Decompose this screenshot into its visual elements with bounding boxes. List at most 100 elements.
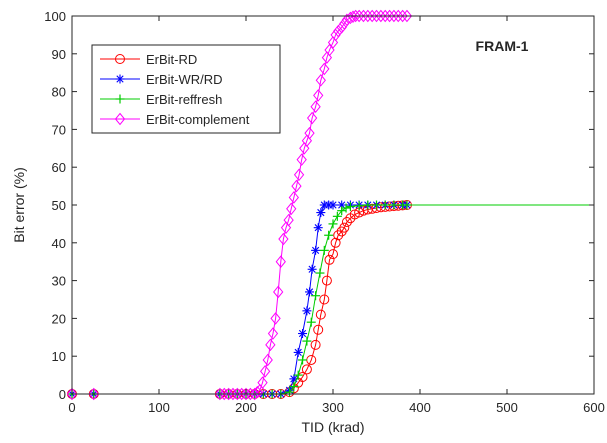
data-point [333,24,344,38]
x-tick-label: 0 [68,400,75,415]
data-point [286,202,297,216]
data-point [328,249,338,260]
data-point [328,200,338,210]
data-point [259,365,271,378]
x-tick-label: 500 [496,400,518,415]
data-point [315,73,326,87]
tick-layer: 0 100 200 300 400 500 600 0 10 20 30 40 50 60 70 80 90 10… [44,9,605,415]
x-axis-label: TID (krad) [302,419,365,435]
data-point [227,387,239,401]
legend-item: ErBit-reffresh [100,92,222,107]
data-point [293,168,305,182]
data-point [321,275,332,286]
data-point [291,179,302,193]
data-point [214,387,226,401]
y-tick-label: 30 [52,274,66,289]
data-point [324,254,335,265]
data-point [265,338,276,352]
data-point [289,381,299,391]
data-point [249,387,260,401]
data-point [262,353,273,367]
data-point [288,191,299,204]
data-point [313,89,324,102]
data-point [401,9,413,23]
data-point [305,287,315,297]
data-point [339,17,350,30]
data-point [293,370,303,380]
data-point [372,200,381,210]
data-point [324,230,334,240]
data-point [283,213,294,227]
data-point [236,387,247,401]
data-point [257,376,268,389]
legend-label: ErBit-RD [146,52,197,67]
legend-marker [115,74,125,84]
data-point [350,9,361,23]
data-point [275,255,286,268]
data-point [88,387,99,401]
x-tick-label: 300 [322,400,344,415]
data-point [285,387,294,397]
data-point [349,209,360,220]
data-point [306,317,316,327]
series-layer [66,9,594,401]
legend-label: ErBit-WR/RD [146,72,223,87]
data-point [278,232,289,246]
data-point [324,43,335,57]
data-point [315,309,326,320]
data-point [219,387,230,401]
x-tick-label: 600 [583,400,605,415]
chart-annotation: FRAM-1 [476,38,529,54]
legend-label: ErBit-reffresh [146,92,222,107]
data-point [380,9,391,23]
legend-marker [115,54,125,64]
data-point [293,347,303,357]
data-point [232,387,243,401]
data-point [358,9,369,23]
data-point [339,222,350,233]
data-point [337,200,347,210]
data-point [333,230,344,241]
y-tick-label: 50 [52,198,66,213]
data-point [363,200,373,210]
legend-item: ErBit-RD [100,52,197,67]
data-point [310,100,321,114]
data-point [330,28,341,42]
data-point [384,9,395,23]
data-point [267,327,279,340]
data-point [311,291,321,301]
data-point [354,201,364,211]
data-point [345,202,355,212]
y-tick-label: 90 [52,47,66,62]
data-point [328,219,338,229]
data-point [402,200,412,210]
data-point [371,9,382,23]
data-point [304,126,315,140]
data-point [306,111,318,125]
data-point [313,324,324,335]
y-tick-label: 60 [52,160,66,175]
data-point [353,9,365,23]
y-axis-label: Bit error (%) [11,167,27,242]
data-point [315,268,325,278]
legend-item: ErBit-complement [100,112,250,127]
x-tick-label: 400 [409,400,431,415]
legend-label: ErBit-complement [146,112,250,127]
y-tick-label: 70 [52,122,66,137]
data-point [319,245,329,255]
y-tick-label: 80 [52,85,66,100]
y-tick-label: 20 [52,311,66,326]
legend: ErBit-RD ErBit-WR/RD ErBit-reffresh ErBit-c… [91,44,281,134]
data-point [273,285,284,299]
data-point [298,329,308,339]
legend-marker [115,94,125,104]
x-tick-label: 100 [148,400,170,415]
data-point [319,62,330,76]
data-point [270,312,281,325]
data-point [388,9,400,23]
data-point [367,9,378,23]
data-point [311,245,321,255]
data-point [389,200,399,210]
